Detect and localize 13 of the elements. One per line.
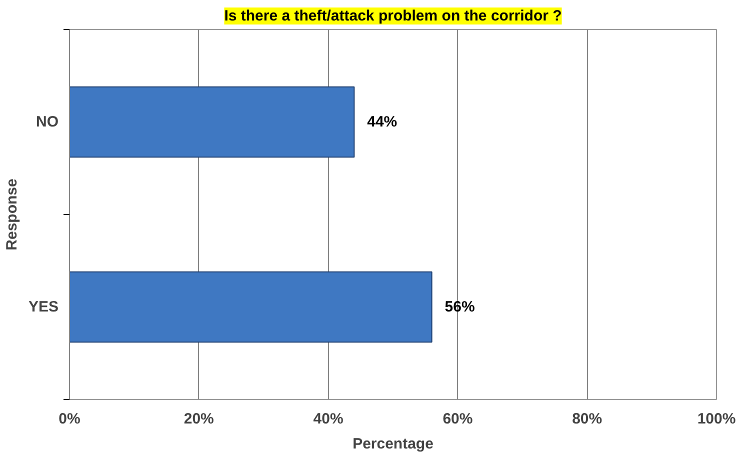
chart-title: Is there a theft/attack problem on the corridor ?: [224, 8, 562, 24]
x-tick-label: 60%: [442, 410, 473, 428]
data-label: 44%: [367, 114, 398, 130]
y-tick-label: YES: [28, 298, 58, 316]
x-tick-label: 20%: [184, 410, 214, 428]
x-tick-label: 40%: [313, 410, 344, 428]
x-tick-label: 100%: [697, 410, 736, 428]
y-tick-label: NO: [36, 114, 59, 130]
y-axis-title: Response: [3, 178, 20, 250]
x-tick-label: 0%: [58, 410, 80, 428]
x-tick-label: 80%: [572, 410, 602, 428]
x-axis-title: Percentage: [352, 436, 434, 452]
data-label: 56%: [444, 298, 475, 316]
